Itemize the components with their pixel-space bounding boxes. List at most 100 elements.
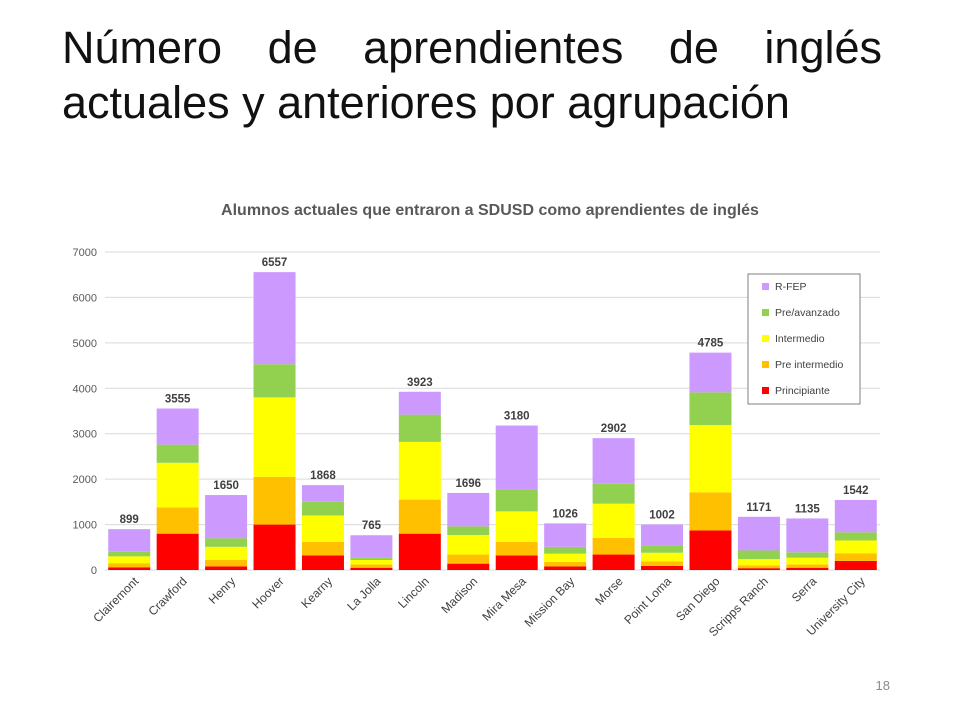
bar-segment-intermedio xyxy=(156,462,199,508)
y-tick-label: 4000 xyxy=(73,383,97,395)
bar-segment-intermedio xyxy=(447,535,490,555)
bar-segment-intermedio xyxy=(544,553,587,562)
bar-total-label: 3923 xyxy=(407,377,433,389)
bar-segment-principiante xyxy=(301,555,344,570)
bar-segment-principiante xyxy=(156,533,199,570)
bar-segment-pre-intermedio xyxy=(447,554,490,564)
bar-segment-pre-intermedio xyxy=(786,564,829,568)
bar-segment-pre-intermedio xyxy=(350,564,393,568)
x-category-label: Madison xyxy=(438,574,480,616)
bar-segment-r-fep xyxy=(205,495,248,539)
bar-segment-principiante xyxy=(447,563,490,570)
y-tick-label: 3000 xyxy=(73,429,97,441)
y-tick-label: 2000 xyxy=(73,474,97,486)
legend-label: Principiante xyxy=(775,385,830,397)
bar-total-label: 3555 xyxy=(165,394,191,406)
x-category-label: Henry xyxy=(206,574,239,607)
bar-segment-intermedio xyxy=(641,552,684,562)
x-category-label: San Diego xyxy=(673,574,723,624)
bar-segment-intermedio xyxy=(350,560,393,565)
bar-segment-intermedio xyxy=(592,503,635,538)
legend-label: R-FEP xyxy=(775,281,807,293)
bar-segment-pre-intermedio xyxy=(834,553,877,561)
bar-segment-r-fep xyxy=(689,352,732,393)
bar-total-label: 3180 xyxy=(504,411,530,423)
bar-segment-intermedio xyxy=(689,425,732,493)
y-tick-label: 5000 xyxy=(73,338,97,350)
bar-segment-pre-avanzado xyxy=(398,414,441,442)
bar-segment-intermedio xyxy=(253,397,296,477)
bar-segment-r-fep xyxy=(834,499,877,533)
bar-segment-pre-avanzado xyxy=(544,546,587,554)
bar-segment-pre-avanzado xyxy=(253,364,296,398)
bar-segment-principiante xyxy=(592,554,635,570)
chart-title: Alumnos actuales que entraron a SDUSD co… xyxy=(221,202,759,219)
bar-segment-r-fep xyxy=(592,438,635,484)
bar-total-label: 899 xyxy=(120,514,139,526)
legend-swatch xyxy=(762,361,769,368)
bar-segment-pre-avanzado xyxy=(447,526,490,536)
bar-total-label: 1542 xyxy=(843,485,869,497)
bar-segment-pre-avanzado xyxy=(156,444,199,463)
bar-segment-intermedio xyxy=(786,557,829,565)
bar-segment-pre-intermedio xyxy=(205,560,248,567)
x-category-label: Lincoln xyxy=(395,574,432,611)
bar-segment-principiante xyxy=(737,568,780,570)
bar-segment-principiante xyxy=(834,560,877,570)
bar-total-label: 1135 xyxy=(795,503,821,515)
bar-segment-r-fep xyxy=(495,425,538,490)
x-category-label: Clairemont xyxy=(90,574,141,625)
bar-segment-pre-avanzado xyxy=(350,557,393,561)
bar-total-label: 1171 xyxy=(746,502,772,514)
x-category-label: Point Loma xyxy=(621,574,674,627)
bar-total-label: 1002 xyxy=(649,509,675,521)
x-category-label: Crawford xyxy=(145,574,189,618)
bar-segment-pre-avanzado xyxy=(592,483,635,504)
legend-label: Pre intermedio xyxy=(775,359,843,371)
bar-segment-r-fep xyxy=(108,529,151,552)
legend-swatch xyxy=(762,387,769,394)
page-number: 18 xyxy=(875,678,890,693)
bar-segment-pre-avanzado xyxy=(108,551,151,557)
bar-segment-intermedio xyxy=(205,546,248,561)
legend-label: Intermedio xyxy=(775,333,825,345)
bar-segment-pre-intermedio xyxy=(156,507,199,534)
bar-segment-pre-intermedio xyxy=(544,561,587,567)
bar-segment-principiante xyxy=(205,566,248,570)
bar-segment-r-fep xyxy=(156,408,199,445)
bar-segment-pre-avanzado xyxy=(834,532,877,541)
x-category-label: Morse xyxy=(592,574,626,608)
bar-segment-principiante xyxy=(641,565,684,570)
x-category-label: Mira Mesa xyxy=(479,574,529,624)
bar-segment-principiante xyxy=(350,567,393,570)
bar-segment-principiante xyxy=(398,533,441,570)
x-category-label: Kearny xyxy=(298,574,335,611)
bar-segment-intermedio xyxy=(737,559,780,566)
bar-segment-r-fep xyxy=(786,518,829,553)
bar-segment-r-fep xyxy=(398,391,441,415)
y-tick-label: 6000 xyxy=(73,292,97,304)
bar-segment-r-fep xyxy=(350,535,393,558)
y-tick-label: 1000 xyxy=(73,520,97,532)
bar-total-label: 1026 xyxy=(552,508,578,520)
bar-segment-pre-intermedio xyxy=(253,476,296,525)
bar-segment-pre-avanzado xyxy=(495,489,538,512)
bar-segment-principiante xyxy=(786,567,829,570)
bar-segment-r-fep xyxy=(641,524,684,546)
bar-segment-pre-intermedio xyxy=(495,541,538,556)
x-category-label: Hoover xyxy=(249,574,286,611)
x-category-label: Serra xyxy=(789,574,820,605)
slide-title: Número de aprendientes de inglés actuale… xyxy=(62,22,882,128)
bar-total-label: 1868 xyxy=(310,470,336,482)
bar-segment-pre-avanzado xyxy=(205,538,248,547)
bar-segment-r-fep xyxy=(544,523,587,547)
bar-total-label: 4785 xyxy=(698,338,724,350)
bar-segment-r-fep xyxy=(737,516,780,551)
bar-segment-pre-intermedio xyxy=(737,565,780,569)
bar-total-label: 2902 xyxy=(601,423,627,435)
legend-swatch xyxy=(762,283,769,290)
legend-label: Pre/avanzado xyxy=(775,307,840,319)
bar-segment-r-fep xyxy=(447,492,490,527)
bar-segment-intermedio xyxy=(834,540,877,554)
bar-segment-intermedio xyxy=(495,511,538,542)
